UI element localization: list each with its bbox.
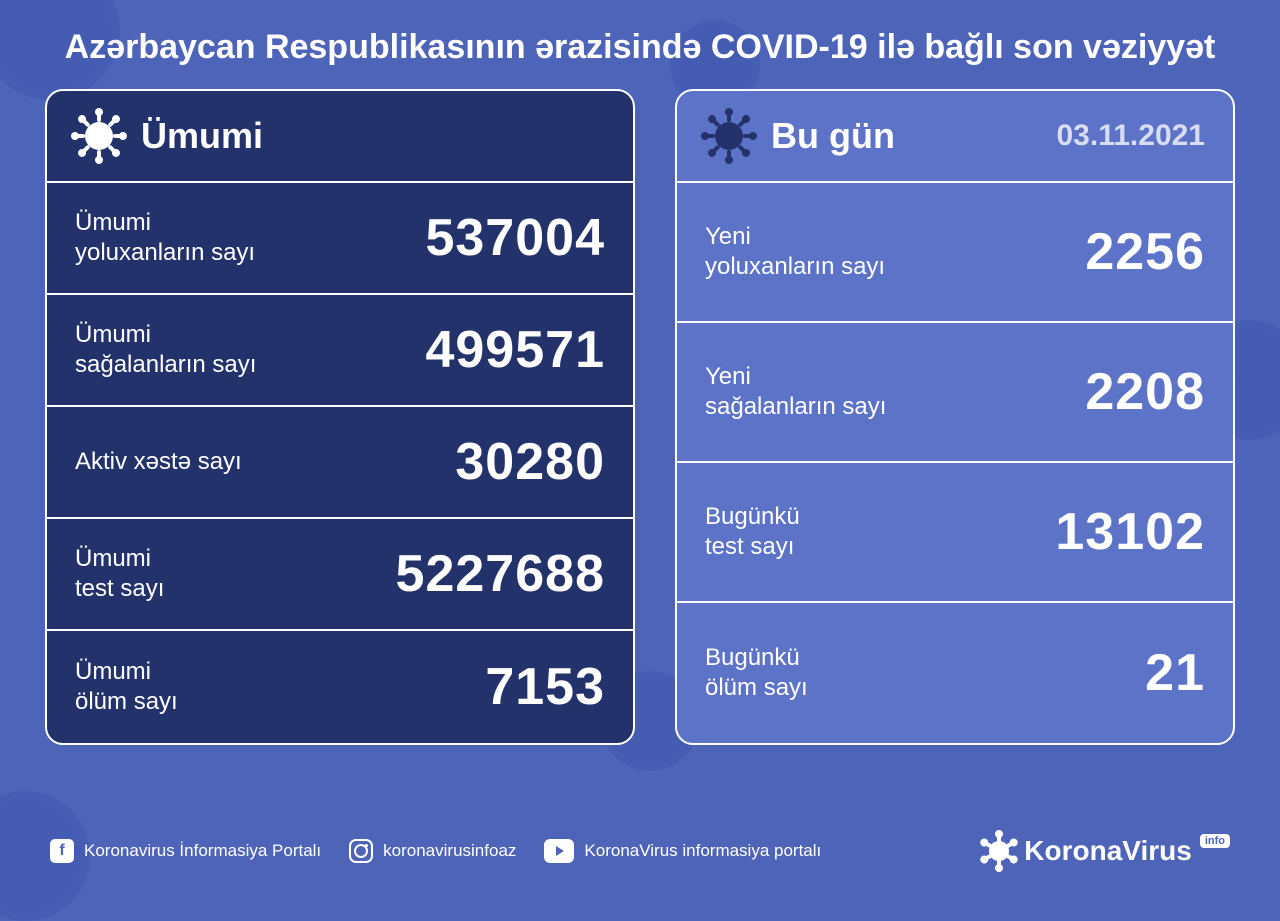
stat-label: Bugünkütest sayı [705, 502, 800, 562]
page-title: Azərbaycan Respublikasının ərazisində CO… [0, 0, 1280, 85]
stat-value: 537004 [425, 208, 605, 268]
panel-today-title: Bu gün [771, 115, 895, 157]
social-label: koronavirusinfoaz [383, 841, 516, 861]
stat-row: Aktiv xəstə sayı 30280 [47, 407, 633, 519]
panel-today: Bu gün 03.11.2021 Yeniyoluxanların sayı … [675, 89, 1235, 745]
instagram-icon [349, 839, 373, 863]
panel-total-title: Ümumi [141, 115, 263, 157]
stat-row: Ümumisağalanların sayı 499571 [47, 295, 633, 407]
stat-label: Ümumisağalanların sayı [75, 320, 256, 380]
stat-row: Yeniyoluxanların sayı 2256 [677, 183, 1233, 323]
social-youtube: KoronaVirus informasiya portalı [544, 839, 821, 863]
stat-label: Aktiv xəstə sayı [75, 447, 242, 477]
youtube-icon [544, 839, 574, 863]
virus-icon [982, 834, 1016, 868]
stat-row: Yenisağalanların sayı 2208 [677, 323, 1233, 463]
stat-label: Yenisağalanların sayı [705, 362, 886, 422]
virus-icon [75, 112, 123, 160]
footer: f Koronavirus İnformasiya Portalı korona… [0, 811, 1280, 891]
brand-name: KoronaVirus [1024, 835, 1192, 867]
stat-label: Bugünküölüm sayı [705, 643, 808, 703]
stat-value: 5227688 [396, 544, 605, 604]
stat-value: 7153 [485, 657, 605, 717]
brand-badge: info [1200, 834, 1230, 848]
socials: f Koronavirus İnformasiya Portalı korona… [50, 839, 821, 863]
facebook-icon: f [50, 839, 74, 863]
stat-label: Ümumitest sayı [75, 544, 164, 604]
stat-value: 21 [1145, 643, 1205, 703]
panel-today-date: 03.11.2021 [1057, 119, 1206, 153]
social-label: KoronaVirus informasiya portalı [584, 841, 821, 861]
stat-value: 30280 [455, 432, 605, 492]
stat-row: Bugünküölüm sayı 21 [677, 603, 1233, 743]
stat-row: Ümumitest sayı 5227688 [47, 519, 633, 631]
stat-row: Ümumiölüm sayı 7153 [47, 631, 633, 743]
panel-today-header: Bu gün 03.11.2021 [677, 91, 1233, 183]
stat-label: Ümumiyoluxanların sayı [75, 208, 255, 268]
virus-icon [705, 112, 753, 160]
stat-label: Ümumiölüm sayı [75, 657, 178, 717]
panels-container: Ümumi Ümumiyoluxanların sayı 537004 Ümum… [0, 85, 1280, 745]
stat-label: Yeniyoluxanların sayı [705, 222, 885, 282]
social-instagram: koronavirusinfoaz [349, 839, 516, 863]
stat-value: 499571 [425, 320, 605, 380]
social-facebook: f Koronavirus İnformasiya Portalı [50, 839, 321, 863]
panel-total: Ümumi Ümumiyoluxanların sayı 537004 Ümum… [45, 89, 635, 745]
stat-value: 13102 [1055, 502, 1205, 562]
social-label: Koronavirus İnformasiya Portalı [84, 841, 321, 861]
stat-value: 2208 [1085, 362, 1205, 422]
brand-logo: KoronaVirus info [982, 834, 1230, 868]
panel-total-header: Ümumi [47, 91, 633, 183]
stat-value: 2256 [1085, 222, 1205, 282]
stat-row: Bugünkütest sayı 13102 [677, 463, 1233, 603]
stat-row: Ümumiyoluxanların sayı 537004 [47, 183, 633, 295]
